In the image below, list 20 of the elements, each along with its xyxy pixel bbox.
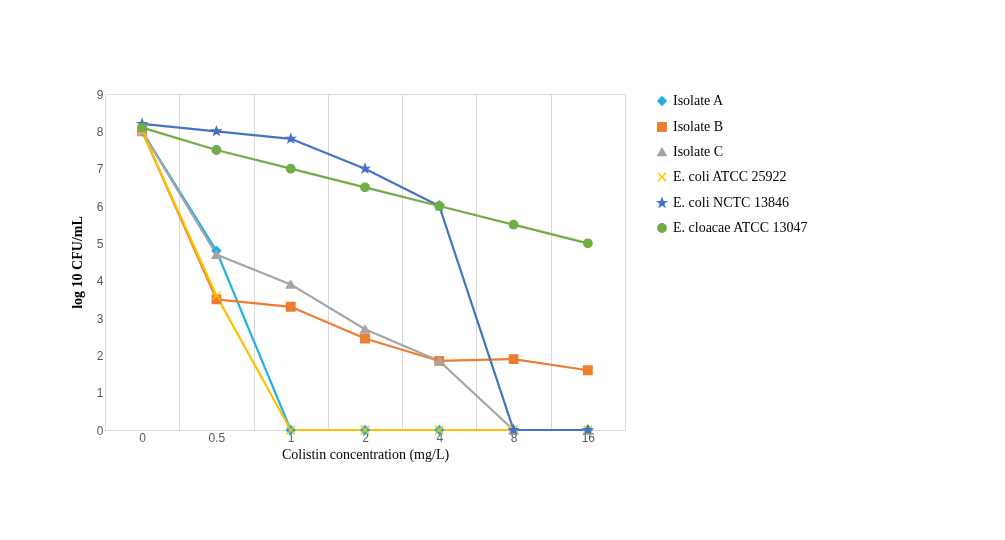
y-tick-label: 7 <box>96 162 104 177</box>
x-axis-title: Colistin concentration (mg/L) <box>281 446 450 463</box>
x-tick-label: 0 <box>139 430 147 445</box>
y-tick-label: 5 <box>96 236 104 251</box>
legend-label: E. coli ATCC 25922 <box>673 169 787 184</box>
y-tick-label: 3 <box>96 311 104 326</box>
legend-label: E. coli NCTC 13846 <box>673 195 789 210</box>
y-tick-label: 4 <box>96 274 104 289</box>
y-axis-title: log 10 CFU/mL <box>69 216 85 309</box>
y-tick-label: 1 <box>96 386 104 401</box>
x-tick-label: 4 <box>436 430 444 445</box>
y-tick-label: 9 <box>96 87 104 102</box>
y-tick-label: 2 <box>96 348 104 363</box>
y-tick-label: 6 <box>96 199 104 214</box>
legend-label: Isolate A <box>673 93 725 108</box>
legend-label: Isolate B <box>673 119 724 134</box>
x-tick-label: 0.5 <box>208 430 226 445</box>
legend-label: Isolate C <box>673 144 724 159</box>
y-tick-label: 8 <box>96 124 104 139</box>
legend-label: E. cloacae ATCC 13047 <box>673 220 808 235</box>
